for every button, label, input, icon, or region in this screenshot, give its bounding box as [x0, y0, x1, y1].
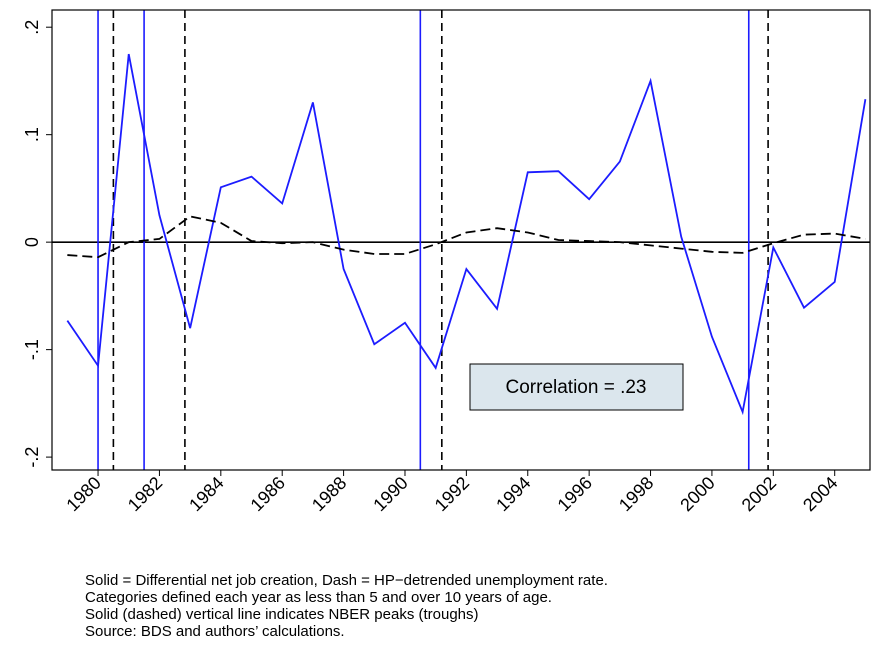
y-tick-label: .1 — [22, 127, 42, 142]
note: Categories defined each year as less tha… — [85, 589, 552, 606]
annotation-box — [469, 363, 684, 411]
y-tick-label: -.2 — [22, 447, 42, 468]
series-line — [67, 215, 866, 259]
series-line — [66, 53, 867, 416]
y-tick-label: -.1 — [22, 339, 42, 360]
y-tick-label: 0 — [22, 237, 42, 247]
note: Solid (dashed) vertical line indicates N… — [85, 606, 479, 623]
note: Solid = Differential net job creation, D… — [85, 572, 608, 589]
y-tick-label: .2 — [22, 20, 42, 35]
note: Source: BDS and authors’ calculations. — [85, 623, 345, 640]
plot-frame — [51, 9, 871, 471]
annotation: Correlation = .23 — [506, 377, 647, 398]
